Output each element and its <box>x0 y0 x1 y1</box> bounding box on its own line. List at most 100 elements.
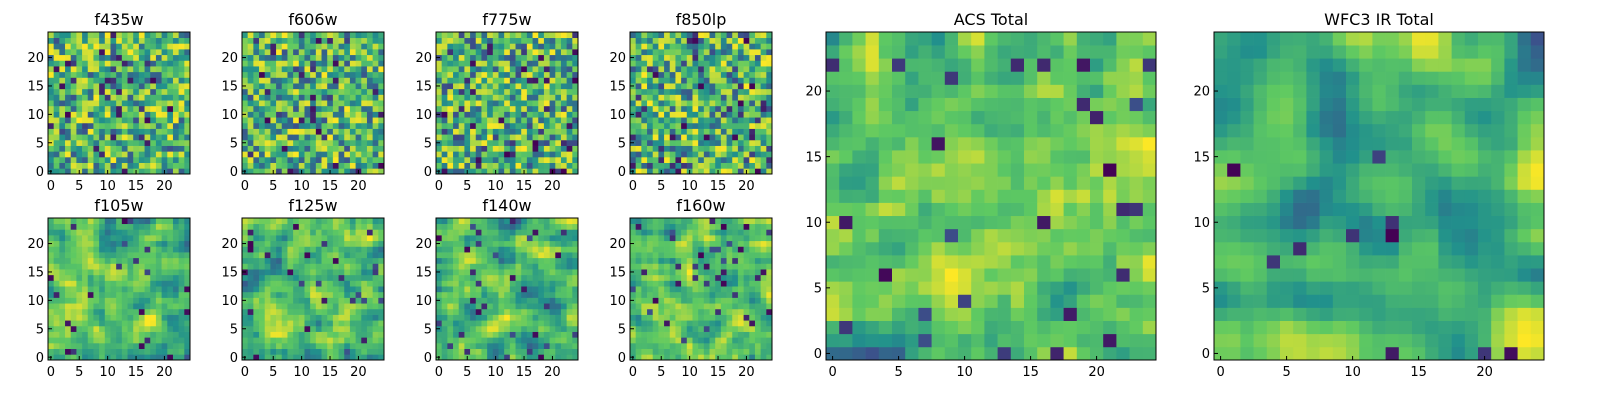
heatmap-cell <box>253 54 260 61</box>
heatmap-cell <box>93 66 100 73</box>
heatmap-cell <box>82 105 89 112</box>
heatmap-cell <box>441 274 448 281</box>
heatmap-cell <box>441 151 448 158</box>
heatmap-cell <box>641 156 648 163</box>
heatmap-cell <box>560 94 567 101</box>
heatmap-cell <box>686 105 693 112</box>
heatmap-cell <box>692 269 699 276</box>
heatmap-cell <box>647 151 654 158</box>
heatmap-cell <box>293 54 300 61</box>
heatmap-cell <box>709 128 716 135</box>
heatmap-cell <box>509 269 516 276</box>
heatmap-cell <box>310 111 317 118</box>
heatmap-cell <box>310 269 317 276</box>
heatmap-cell <box>127 49 134 56</box>
heatmap-cell <box>76 325 83 332</box>
heatmap-cell <box>172 303 179 310</box>
heatmap-cell <box>675 111 682 118</box>
heatmap-cell <box>566 291 573 298</box>
heatmap-cell <box>150 134 157 141</box>
heatmap-cell <box>127 252 134 259</box>
heatmap-cell <box>675 325 682 332</box>
heatmap-cell <box>464 37 471 44</box>
heatmap-cell <box>247 100 254 107</box>
heatmap-cell <box>110 43 117 50</box>
heatmap-cell <box>264 218 271 225</box>
heatmap-cell <box>82 32 89 39</box>
heatmap-cell <box>709 71 716 78</box>
heatmap-cell <box>532 88 539 95</box>
heatmap-cell <box>504 139 511 146</box>
heatmap-cell <box>93 280 100 287</box>
heatmap-cell <box>361 235 368 242</box>
heatmap-cell <box>127 342 134 349</box>
heatmap-cell <box>65 122 72 129</box>
heatmap-cell <box>184 280 191 287</box>
heatmap-cell <box>344 139 351 146</box>
heatmap-cell <box>178 291 185 298</box>
heatmap-cell <box>766 145 773 152</box>
heatmap-cell <box>692 54 699 61</box>
heatmap-cell <box>327 145 334 152</box>
heatmap-cell <box>538 134 545 141</box>
heatmap-cell <box>116 32 123 39</box>
heatmap-cell <box>315 122 322 129</box>
heatmap-cell <box>538 314 545 321</box>
heatmap-cell <box>698 49 705 56</box>
heatmap-cell <box>470 71 477 78</box>
heatmap-cell <box>658 314 665 321</box>
heatmap-cell <box>749 168 756 175</box>
heatmap-cell <box>127 134 134 141</box>
heatmap-cell <box>641 111 648 118</box>
heatmap-cell <box>737 269 744 276</box>
heatmap-cell <box>475 331 482 338</box>
heatmap-cell <box>110 139 117 146</box>
heatmap-cell <box>366 320 373 327</box>
heatmap-cell <box>698 66 705 73</box>
heatmap-cell <box>172 168 179 175</box>
heatmap-cell <box>526 354 533 361</box>
heatmap-cell <box>566 88 573 95</box>
heatmap-cells <box>630 218 773 361</box>
heatmap-cell <box>298 128 305 135</box>
heatmap-cell <box>464 151 471 158</box>
heatmap-cell <box>630 286 637 293</box>
heatmap-cell <box>436 43 443 50</box>
heatmap-cell <box>532 223 539 230</box>
heatmap-cell <box>338 156 345 163</box>
heatmap-cells <box>630 32 773 175</box>
heatmap-cell <box>310 88 317 95</box>
heatmap-cell <box>726 151 733 158</box>
heatmap-cell <box>543 229 550 236</box>
heatmap-cell <box>121 37 128 44</box>
heatmap-cell <box>338 122 345 129</box>
heatmap-cell <box>526 105 533 112</box>
heatmap-cell <box>110 134 117 141</box>
heatmap-cell <box>749 32 756 39</box>
heatmap-cell <box>698 354 705 361</box>
heatmap-cell <box>281 257 288 264</box>
heatmap-cell <box>82 348 89 355</box>
heatmap-cell <box>293 286 300 293</box>
heatmap-cell <box>155 134 162 141</box>
heatmap-cell <box>355 60 362 67</box>
heatmap-cell <box>720 308 727 315</box>
heatmap-cell <box>150 218 157 225</box>
heatmap-cell <box>104 303 111 310</box>
heatmap-cell <box>549 337 556 344</box>
heatmap-cell <box>538 117 545 124</box>
heatmap-cell <box>475 269 482 276</box>
heatmap-cell <box>87 83 94 90</box>
heatmap-cell <box>264 77 271 84</box>
heatmap-cell <box>726 257 733 264</box>
heatmap-cell <box>287 348 294 355</box>
heatmap-cell <box>630 122 637 129</box>
heatmap-cell <box>327 274 334 281</box>
heatmap-cell <box>116 43 123 50</box>
heatmap-cell <box>310 314 317 321</box>
heatmap-cell <box>310 246 317 253</box>
heatmap-cell <box>475 43 482 50</box>
heatmap-cell <box>630 252 637 259</box>
heatmap-cell <box>538 274 545 281</box>
